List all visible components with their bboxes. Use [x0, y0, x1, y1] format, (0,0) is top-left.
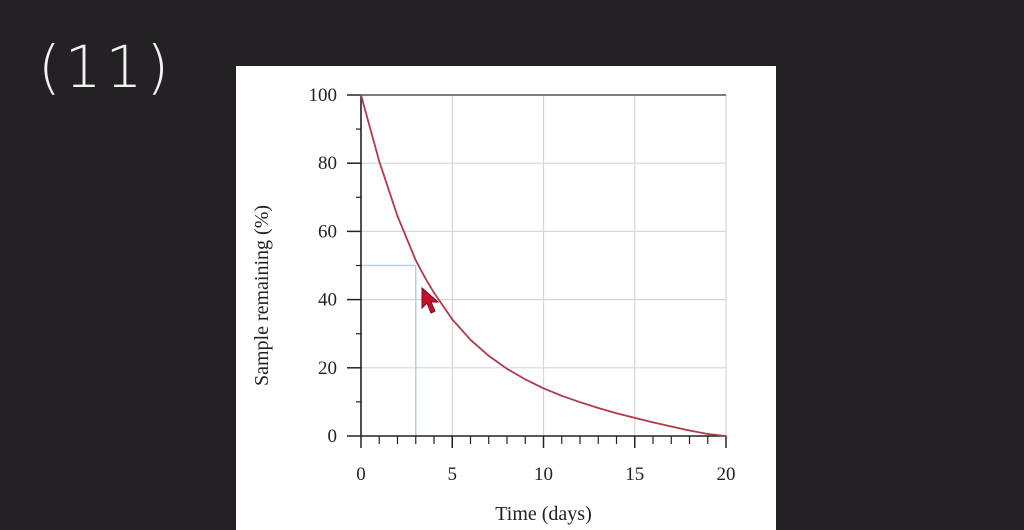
x-tick-label: 20: [717, 464, 736, 485]
data-point: [633, 417, 636, 419]
series: [360, 94, 727, 437]
data-point: [579, 401, 581, 404]
labels: Time (days) Sample remaining (%): [251, 205, 592, 525]
decay-chart: 0 20 40 60 80 100 0 5 10 15 20 Time (days) Sample …: [251, 85, 736, 525]
data-point: [414, 259, 417, 262]
data-point: [688, 429, 691, 432]
x-tick-label: 10: [534, 464, 553, 485]
data-point: [652, 421, 654, 424]
y-tick-label: 100: [309, 85, 338, 106]
half-life-guide: [361, 264, 417, 436]
y-axis-label: Sample remaining (%): [251, 205, 273, 386]
x-axis-label: Time (days): [495, 503, 591, 525]
data-point: [615, 412, 618, 415]
data-point: [524, 378, 527, 381]
axes: 0 20 40 60 80 100 0 5 10 15 20: [309, 85, 736, 485]
series-line-0: [360, 94, 727, 437]
data-point: [670, 425, 673, 428]
data-point: [469, 338, 472, 341]
data-point: [433, 291, 435, 294]
y-tick-label: 40: [318, 290, 337, 311]
data-point: [360, 94, 362, 96]
chart-panel: 0 20 40 60 80 100 0 5 10 15 20 Time (days) Sample …: [236, 66, 776, 530]
data-point: [542, 387, 545, 390]
y-tick-label: 20: [318, 358, 337, 379]
x-tick-label: 15: [625, 464, 644, 485]
data-point: [560, 394, 563, 397]
data-point: [423, 276, 426, 279]
y-tick-label: 0: [328, 426, 338, 447]
data-point: [506, 367, 508, 370]
x-tick-label: 0: [356, 464, 366, 485]
mouse-cursor-icon: [421, 286, 440, 314]
y-tick-label: 80: [318, 153, 337, 174]
handwritten-annotation: (11): [38, 33, 174, 101]
data-point: [396, 215, 399, 217]
data-point: [706, 433, 709, 435]
data-point: [378, 160, 381, 163]
data-point: [451, 318, 454, 321]
x-tick-label: 5: [448, 464, 458, 485]
data-point: [487, 354, 490, 357]
data-point: [725, 435, 727, 437]
y-tick-label: 60: [318, 221, 337, 242]
data-point: [597, 407, 600, 409]
